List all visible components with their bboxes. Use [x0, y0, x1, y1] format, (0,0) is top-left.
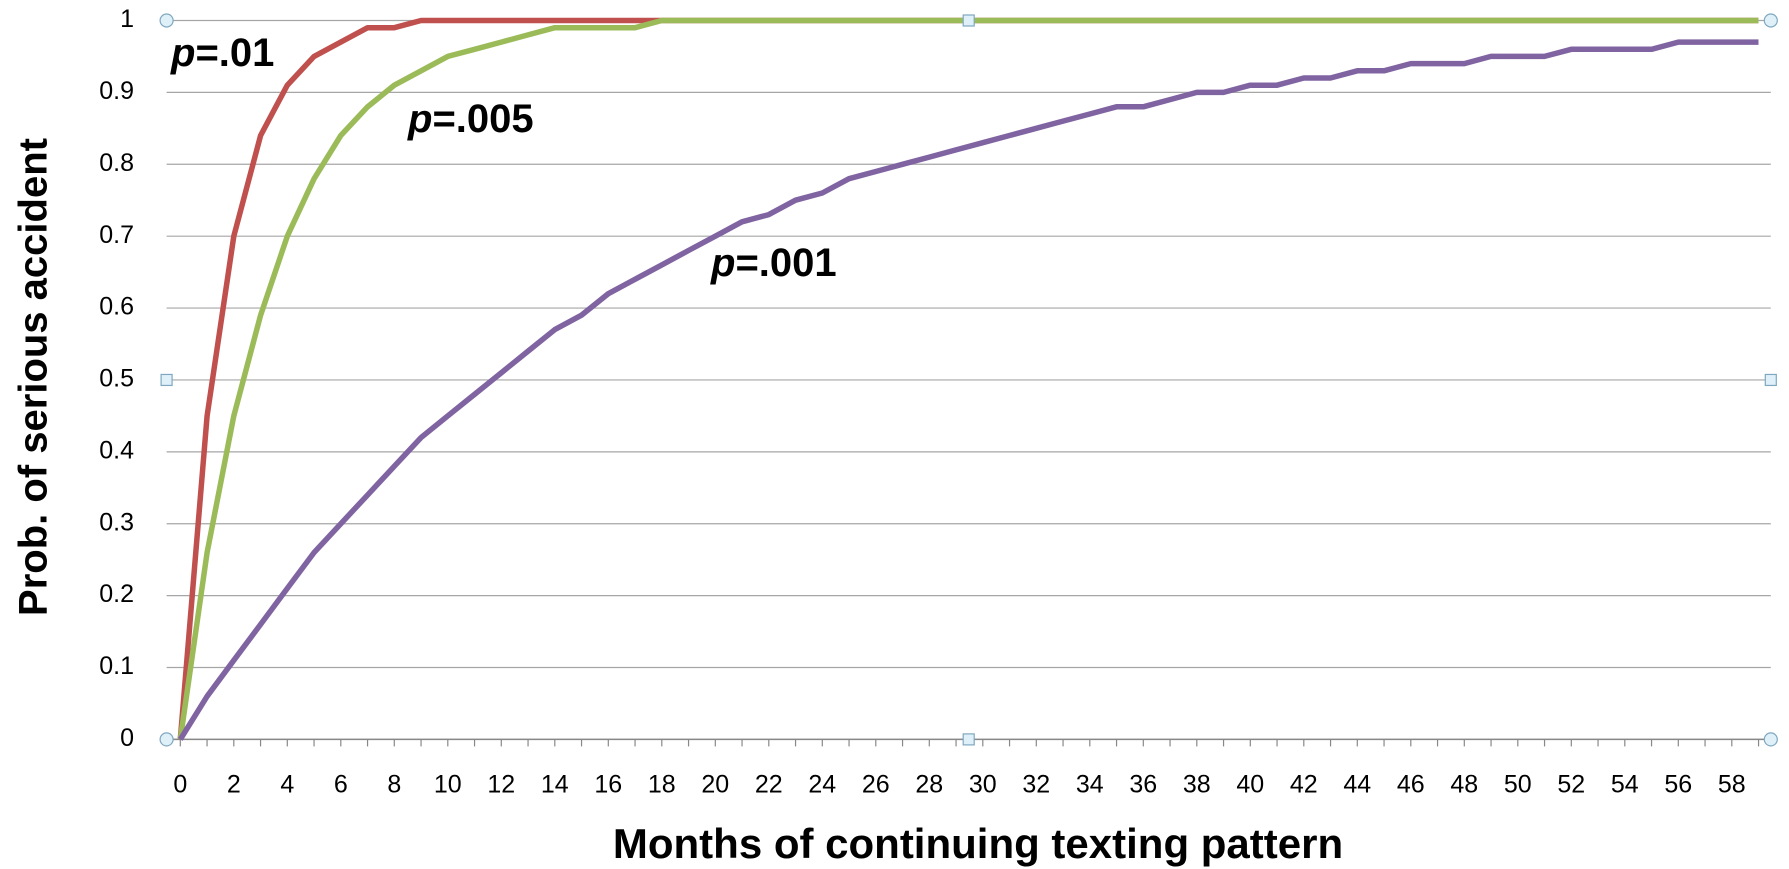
series-label-italic: p	[710, 241, 735, 285]
x-tick-label: 30	[969, 771, 997, 799]
selection-handle	[159, 732, 174, 747]
x-tick-label: 0	[173, 771, 187, 799]
x-tick-label: 58	[1718, 771, 1746, 799]
x-tick-label: 36	[1129, 771, 1157, 799]
x-tick-label: 40	[1236, 771, 1264, 799]
series-label-rest: =.005	[432, 97, 533, 141]
line-series	[177, 39, 1759, 741]
x-tick-label: 54	[1611, 771, 1639, 799]
selection-handle	[962, 14, 975, 27]
selection-handle	[1763, 732, 1778, 747]
x-tick-label: 38	[1183, 771, 1211, 799]
y-tick-label: 0	[120, 724, 134, 752]
x-tick-label: 34	[1076, 771, 1104, 799]
x-tick-label: 12	[487, 771, 515, 799]
x-tick-label: 48	[1450, 771, 1478, 799]
series-label: p=.01	[170, 31, 274, 75]
series-label-italic: p	[407, 97, 432, 141]
selection-handle	[159, 13, 174, 28]
x-tick-label: 22	[755, 771, 783, 799]
y-tick-label: 1	[120, 5, 134, 33]
y-axis-title: Prob. of serious accident	[12, 138, 56, 616]
x-tick-label: 4	[280, 771, 294, 799]
y-tick-label: 0.6	[99, 293, 134, 321]
y-tick-label: 0.5	[99, 365, 134, 393]
selection-handle	[1764, 373, 1777, 387]
x-tick-label: 2	[227, 771, 241, 799]
y-tick-label: 0.8	[99, 149, 134, 177]
y-tick-label: 0.3	[99, 508, 134, 536]
y-tick-label: 0.4	[99, 436, 134, 464]
selection-handle	[1763, 13, 1778, 28]
x-tick-label: 28	[915, 771, 943, 799]
series-label-rest: =.01	[195, 31, 274, 75]
x-tick-label: 20	[701, 771, 729, 799]
x-tick-label: 24	[808, 771, 836, 799]
series-label: p=.005	[407, 97, 534, 141]
selection-handle	[962, 733, 975, 746]
selection-handle	[160, 373, 173, 387]
x-tick-label: 14	[541, 771, 569, 799]
x-tick-label: 8	[387, 771, 401, 799]
series-label-italic: p	[170, 31, 195, 75]
y-tick-label: 0.2	[99, 580, 134, 608]
x-axis-title: Months of continuing texting pattern	[613, 820, 1343, 867]
x-tick-label: 26	[862, 771, 890, 799]
x-tick-label: 46	[1397, 771, 1425, 799]
x-tick-label: 16	[594, 771, 622, 799]
series-label-rest: =.001	[735, 241, 836, 285]
x-tick-label: 6	[334, 771, 348, 799]
x-tick-label: 56	[1664, 771, 1692, 799]
y-tick-label: 0.7	[99, 221, 134, 249]
x-tick-label: 50	[1504, 771, 1532, 799]
x-tick-label: 42	[1290, 771, 1318, 799]
x-tick-label: 18	[648, 771, 676, 799]
x-tick-label: 52	[1557, 771, 1585, 799]
x-tick-label: 44	[1343, 771, 1371, 799]
x-tick-label: 10	[434, 771, 462, 799]
y-tick-label: 0.1	[99, 652, 134, 680]
series-label: p=.001	[710, 241, 837, 285]
x-tick-label: 32	[1022, 771, 1050, 799]
y-tick-label: 0.9	[99, 77, 134, 105]
